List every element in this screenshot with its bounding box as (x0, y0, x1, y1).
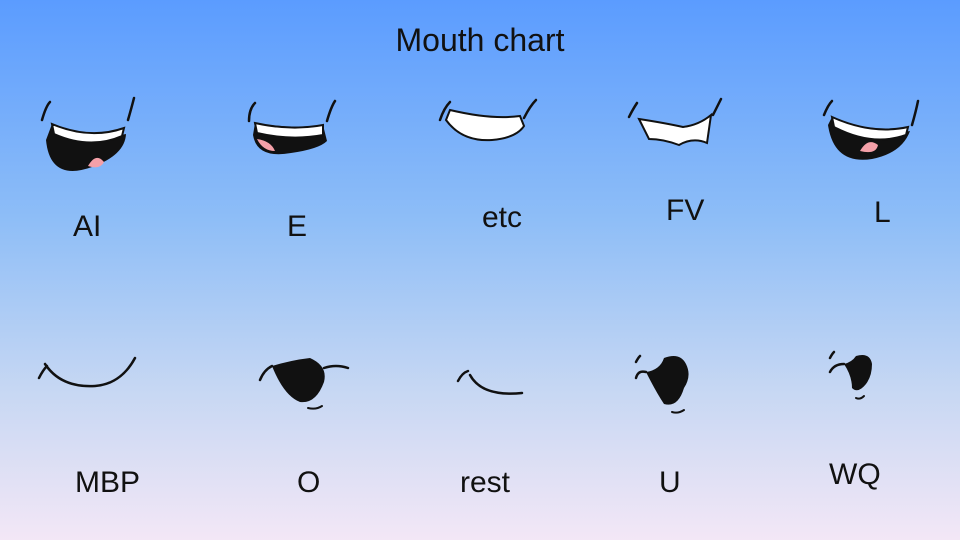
mouth-u-icon (634, 354, 689, 414)
mouth-o-icon (258, 358, 350, 410)
mouth-label-mbp: MBP (75, 466, 141, 499)
mouth-label-rest: rest (460, 466, 511, 499)
mouth-label-u: U (659, 466, 681, 499)
mouth-mbp-icon (37, 356, 137, 388)
mouth-label-l: L (874, 196, 891, 229)
mouth-ai-icon (40, 96, 136, 171)
mouth-etc-icon (438, 98, 538, 142)
mouth-label-e: E (287, 210, 308, 243)
mouth-wq-icon (828, 350, 872, 400)
mouth-label-o: O (297, 466, 321, 499)
mouth-label-fv: FV (666, 194, 705, 227)
chart-title: Mouth chart (395, 22, 565, 58)
mouth-fv-icon (627, 97, 723, 147)
mouth-rest-icon (456, 369, 524, 395)
mouth-label-ai: AI (73, 210, 102, 243)
mouth-label-wq: WQ (829, 458, 881, 491)
mouth-label-etc: etc (482, 201, 523, 234)
mouth-e-icon (247, 99, 337, 155)
mouth-l-icon (822, 99, 920, 160)
